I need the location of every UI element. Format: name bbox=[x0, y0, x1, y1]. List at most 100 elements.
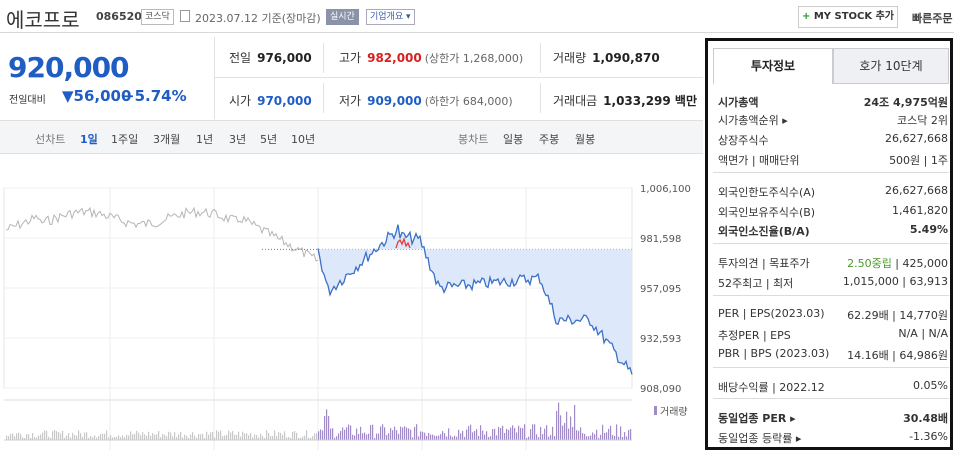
amount-value: 1,033,299 백만 bbox=[603, 94, 697, 108]
change-value: ▼56,000 bbox=[62, 87, 132, 105]
volume-bar bbox=[606, 432, 608, 440]
volume-bar bbox=[456, 436, 458, 440]
volume-bar bbox=[160, 437, 162, 440]
info-row: 외국인보유주식수(B) 1,461,820 bbox=[718, 204, 948, 220]
volume-bar bbox=[506, 428, 508, 440]
volume-bar bbox=[118, 435, 120, 440]
tab-5y[interactable]: 5년 bbox=[260, 133, 278, 146]
info-row-value: 500원 | 1주 bbox=[889, 154, 948, 167]
volume-bar bbox=[560, 415, 562, 440]
volume-bar bbox=[286, 437, 288, 440]
volume-bar bbox=[206, 431, 208, 440]
volume-bar bbox=[108, 437, 110, 440]
line-chart-group-label: 선차트 bbox=[35, 133, 66, 146]
volume-bar bbox=[10, 433, 12, 440]
volume-bar bbox=[624, 432, 626, 440]
volume-bar bbox=[42, 432, 44, 440]
volume-bar bbox=[104, 433, 106, 440]
volume-bar bbox=[546, 425, 548, 440]
volume-bar bbox=[138, 432, 140, 440]
volume-bar bbox=[354, 435, 356, 440]
volume-bar bbox=[462, 430, 464, 440]
volume-bar bbox=[298, 437, 300, 440]
chart-period-tabs: 선차트 1일 1주일 3개월 1년 3년 5년 10년 봉차트 일봉 주봉 월봉 bbox=[0, 120, 703, 154]
high-value: 982,000 bbox=[367, 51, 422, 65]
low-value: 909,000 bbox=[367, 94, 422, 108]
volume-bar bbox=[586, 436, 588, 440]
tab-monthly[interactable]: 월봉 bbox=[575, 133, 596, 146]
volume-bar bbox=[366, 434, 368, 440]
tab-3m[interactable]: 3개월 bbox=[153, 133, 181, 146]
volume-bar bbox=[252, 437, 254, 440]
info-row-value: -1.36% bbox=[909, 430, 948, 443]
volume-bar bbox=[444, 433, 446, 440]
volume-bar bbox=[8, 436, 10, 440]
volume-bar bbox=[588, 436, 590, 440]
volume-bar bbox=[362, 433, 364, 440]
info-row: 외국인소진율(B/A) 5.49% bbox=[718, 223, 948, 239]
volume-bar bbox=[378, 433, 380, 440]
volume-bar bbox=[100, 434, 102, 440]
y-tick-label: 981,598 bbox=[640, 234, 681, 245]
volume-bar bbox=[96, 437, 98, 440]
volume-bar bbox=[288, 436, 290, 440]
info-row-label: 동일업종 등락률 ▸ bbox=[718, 432, 802, 445]
volume-bar bbox=[150, 435, 152, 440]
tab-weekly[interactable]: 주봉 bbox=[539, 133, 560, 146]
volume-value: 1,090,870 bbox=[592, 51, 660, 65]
info-row-value: 코스닥 2위 bbox=[897, 114, 948, 127]
volume-bar bbox=[62, 430, 64, 440]
amount-label: 거래대금 bbox=[553, 94, 598, 108]
volume-bar bbox=[520, 427, 522, 440]
volume-bar bbox=[258, 437, 260, 440]
price-chart-svg: 1,006,100 981,598 957,095 932,593 908,090 거래량 bbox=[3, 184, 691, 450]
volume-bar bbox=[154, 434, 156, 440]
realtime-button[interactable]: 실시간 bbox=[326, 9, 359, 25]
volume-bar bbox=[442, 431, 444, 440]
volume-bar bbox=[318, 431, 320, 440]
volume-bar bbox=[372, 424, 374, 440]
volume-bar bbox=[230, 432, 232, 440]
volume-bar bbox=[68, 433, 70, 440]
volume-bar bbox=[344, 429, 346, 440]
tab-order-book[interactable]: 호가 10단계 bbox=[833, 48, 949, 84]
volume-bar bbox=[18, 432, 20, 440]
volume-bar bbox=[176, 437, 178, 440]
volume-bar bbox=[208, 434, 210, 440]
volume-bar bbox=[90, 436, 92, 440]
tab-1d[interactable]: 1일 bbox=[80, 133, 98, 146]
volume-bar bbox=[196, 437, 198, 440]
price-line-up-segment bbox=[395, 236, 411, 249]
volume-bar bbox=[310, 437, 312, 440]
volume-bar bbox=[148, 431, 150, 440]
tab-3y[interactable]: 3년 bbox=[229, 133, 247, 146]
tab-investment-info[interactable]: 투자정보 bbox=[713, 48, 833, 84]
tab-daily[interactable]: 일봉 bbox=[503, 133, 524, 146]
volume-bar bbox=[494, 428, 496, 440]
volume-bar bbox=[528, 436, 530, 440]
volume-bar bbox=[152, 433, 154, 440]
volume-bar bbox=[228, 430, 230, 440]
info-row: PER | EPS(2023.03) 62.29배 | 14,770원 bbox=[718, 307, 948, 323]
tab-10y[interactable]: 10년 bbox=[291, 133, 316, 146]
high-label: 고가 bbox=[339, 51, 362, 65]
company-overview-dropdown[interactable]: 기업개요 ▾ bbox=[366, 9, 415, 25]
volume-bar bbox=[540, 426, 542, 440]
volume-bar bbox=[490, 436, 492, 440]
volume-bar bbox=[628, 429, 630, 440]
volume-bar bbox=[470, 424, 472, 440]
volume-bar bbox=[236, 434, 238, 440]
previous-day-line bbox=[5, 206, 319, 262]
volume-bar bbox=[566, 411, 568, 440]
volume-legend-swatch bbox=[654, 406, 657, 415]
quick-order-link[interactable]: 빠른주문 bbox=[912, 12, 953, 25]
add-mystock-button[interactable]: + MY STOCK 추가 bbox=[798, 6, 898, 28]
volume-bar bbox=[600, 434, 602, 440]
tab-1y[interactable]: 1년 bbox=[196, 133, 214, 146]
tab-1w[interactable]: 1주일 bbox=[111, 133, 139, 146]
volume-bar bbox=[500, 428, 502, 440]
volume-bar bbox=[48, 436, 50, 440]
volume-bar bbox=[296, 432, 298, 440]
volume-bar bbox=[58, 431, 60, 440]
volume-bar bbox=[610, 425, 612, 440]
